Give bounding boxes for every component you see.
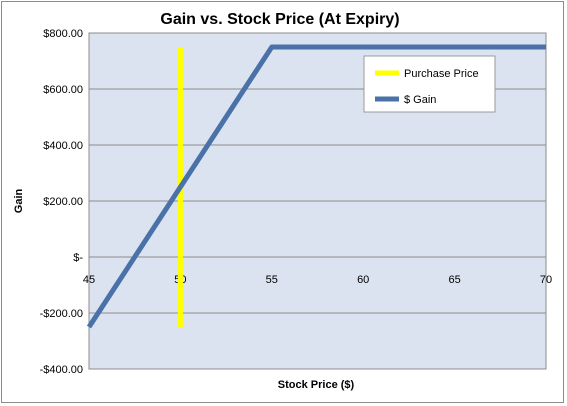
y-tick-labels: $800.00 $600.00 $400.00 $200.00 $- -$200.00 -$… (40, 28, 84, 376)
y-tick-label: $400.00 (43, 140, 83, 152)
legend-label: Purchase Price (404, 68, 479, 80)
x-tick-label: 70 (540, 274, 552, 286)
x-tick-label: 45 (83, 274, 95, 286)
series-line-gain (86, 44, 546, 329)
x-tick-label: 60 (357, 274, 369, 286)
y-tick-label: $200.00 (43, 196, 83, 208)
series-lines (86, 44, 546, 329)
y-tick-label: -$400.00 (40, 364, 83, 376)
y-tick-label: $600.00 (43, 84, 83, 96)
legend-box (363, 55, 496, 113)
x-tick-label: 55 (266, 274, 278, 286)
y-axis-label: Gain (13, 188, 25, 213)
chart-title: Gain vs. Stock Price (At Expiry) (160, 11, 399, 28)
y-tick-label: $- (73, 252, 83, 264)
gridlines (89, 32, 546, 370)
x-tick-label: 65 (448, 274, 460, 286)
legend-label: $ Gain (404, 94, 436, 106)
y-tick-label: $800.00 (43, 28, 83, 40)
x-axis-label: Stock Price ($) (278, 379, 355, 391)
y-tick-label: -$200.00 (40, 308, 83, 320)
legend: Purchase Price $ Gain (363, 55, 496, 113)
